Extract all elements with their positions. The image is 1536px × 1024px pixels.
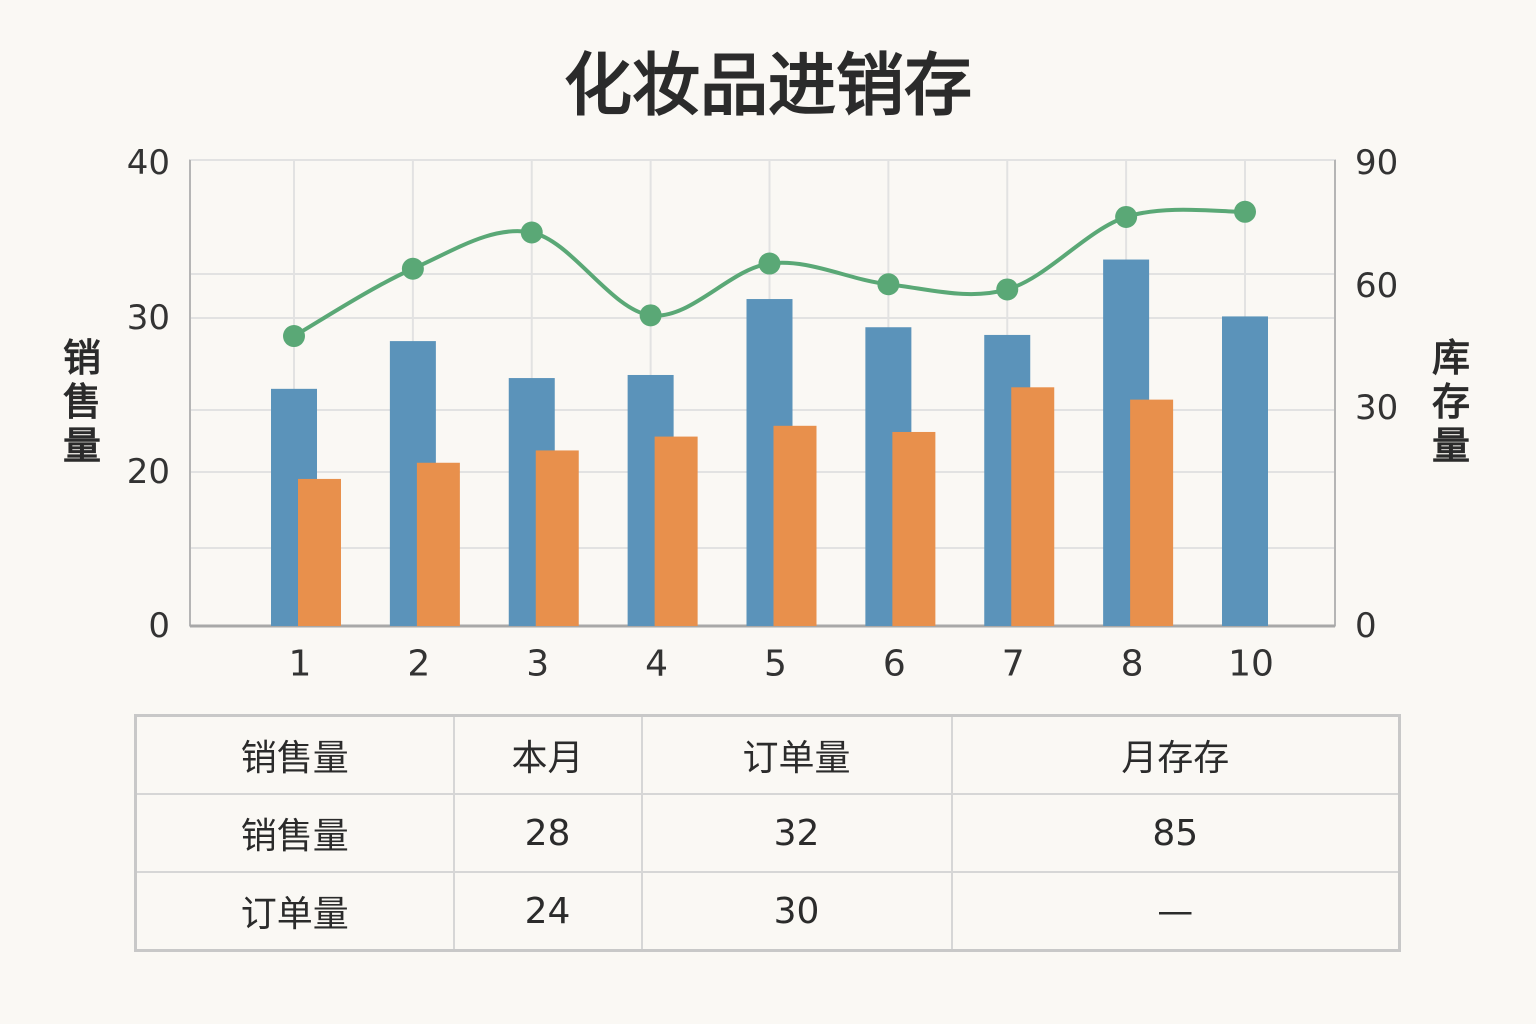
line-point — [283, 325, 305, 348]
line-point — [877, 273, 900, 296]
line-point — [401, 257, 424, 280]
bar-series-2 — [1011, 387, 1055, 626]
table-row: 订单量 24 30 — — [134, 871, 1401, 952]
y-tick-label-right: 90 — [1355, 143, 1398, 183]
data-table: 销售量 本月 订单量 月存存 销售量 28 32 85 订单量 24 30 — — [134, 714, 1401, 952]
y-tick-label-left: 40 — [127, 143, 170, 183]
line-point — [996, 278, 1019, 301]
table-cell: 28 — [452, 793, 643, 873]
x-tick-label: 10 — [1228, 644, 1274, 685]
table-header-cell: 订单量 — [640, 714, 953, 795]
bar-series-2 — [654, 436, 698, 626]
bar-series-2 — [892, 431, 936, 626]
table-cell: 订单量 — [134, 871, 455, 952]
x-tick-label: 6 — [883, 644, 906, 685]
table-header-row: 销售量 本月 订单量 月存存 — [134, 714, 1401, 795]
bar-series-2 — [416, 462, 460, 626]
bar-series-1 — [1222, 316, 1268, 626]
table-cell: 24 — [452, 871, 643, 952]
line-point — [758, 252, 781, 275]
bar-series-2 — [535, 450, 579, 626]
x-tick-label: 7 — [1002, 644, 1025, 685]
x-tick-label: 4 — [645, 644, 668, 685]
table-cell: 销售量 — [134, 793, 455, 873]
bar-series-2 — [773, 425, 817, 626]
x-tick-label: 2 — [407, 644, 430, 685]
line-point — [639, 304, 662, 327]
y-tick-label-left: 30 — [127, 298, 170, 338]
table-header-cell: 销售量 — [134, 714, 455, 795]
y-tick-label-right: 30 — [1355, 388, 1398, 428]
table-cell: 30 — [640, 871, 953, 952]
table-header-cell: 本月 — [452, 714, 643, 795]
y-axis-left-title: 销售量 — [62, 336, 101, 468]
table-row: 销售量 28 32 85 — [134, 793, 1401, 873]
y-axis-right-title: 库存量 — [1431, 336, 1470, 468]
table-cell: 32 — [640, 793, 953, 873]
x-tick-label: 3 — [526, 644, 549, 685]
line-point — [1115, 205, 1138, 228]
x-tick-label: 1 — [289, 644, 312, 685]
y-tick-label-left: 0 — [148, 606, 170, 646]
line-point — [520, 221, 543, 244]
chart-title: 化妆品进销存 — [563, 47, 972, 126]
combo-chart: 40 30 20 0 90 60 30 0 1 2 3 4 5 6 7 8 10 — [127, 143, 1399, 685]
bar-series-2 — [298, 478, 341, 626]
table-cell: 85 — [950, 793, 1401, 873]
y-tick-label-left: 20 — [127, 452, 170, 492]
y-tick-label-right: 60 — [1355, 266, 1398, 306]
table-cell: — — [950, 871, 1401, 952]
x-tick-label: 8 — [1121, 644, 1144, 685]
x-tick-label: 5 — [764, 644, 787, 685]
bar-series-2 — [1130, 399, 1174, 626]
y-tick-label-right: 0 — [1355, 606, 1377, 646]
table-header-cell: 月存存 — [950, 714, 1401, 795]
line-point — [1234, 200, 1256, 223]
